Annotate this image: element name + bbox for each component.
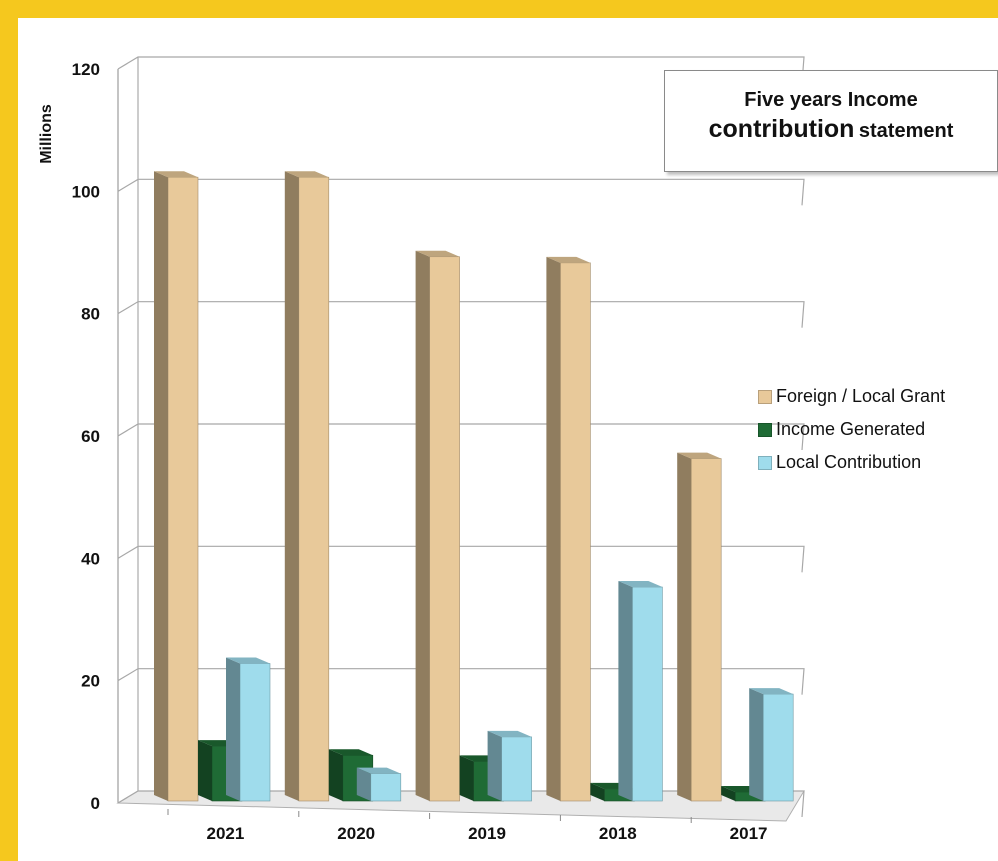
x-tick-label: 2019 [468,824,506,843]
legend-swatch-local [758,455,772,470]
bar-chart: 0 20 40 60 80 100 120 2021 2020 2019 2018 2017 Mil… [38,56,805,843]
bar-top-2018-2 [618,581,663,588]
x-tick-label: 2018 [599,824,637,843]
bar-side-2021-0 [154,171,168,801]
y-tick-label: 80 [81,305,100,324]
bars [154,171,794,802]
x-tick-labels: 2021 2020 2019 2018 2017 [167,809,768,843]
legend-label-income: Income Generated [776,419,926,439]
bar-2018-2 [632,586,663,802]
y-tick-labels: 0 20 40 60 80 100 120 [72,60,100,813]
bar-side-2020-1 [328,749,343,801]
bar-top-2021-0 [154,171,198,178]
y-tick-label: 120 [72,60,100,79]
bar-top-2019-2 [487,730,532,737]
bar-top-2018-0 [546,256,591,263]
x-tick-label: 2021 [206,824,244,843]
legend-label-local: Local Contribution [776,452,922,472]
x-tick-label: 2020 [337,824,375,843]
y-tick-label: 100 [72,182,100,201]
bar-2018-0 [560,262,591,802]
gridline [117,178,805,206]
y-tick-label: 20 [81,672,100,691]
bar-top-2020-0 [284,171,329,178]
gridline [117,301,805,328]
gridline [117,668,805,695]
chart-title-box: Five years Income contribution statement [664,70,998,172]
bar-2021-0 [167,176,199,802]
bar-side-2018-0 [546,256,561,802]
bar-side-2020-2 [356,767,371,801]
bar-2021-2 [239,663,271,802]
bar-side-2019-0 [415,250,430,801]
legend: Foreign / Local Grant Income Generated L… [758,380,945,479]
x-tick-label: 2017 [730,824,768,843]
legend-label-grant: Foreign / Local Grant [776,386,946,406]
bar-2017-0 [690,458,722,802]
bar-2019-0 [429,256,460,802]
legend-swatch-income [758,422,772,437]
legend-item-local: Local Contribution [758,446,945,479]
bar-top-2021-2 [226,657,270,664]
y-tick-label: 0 [91,794,100,813]
bar-top-2020-2 [356,767,401,774]
chart-frame: 0 20 40 60 80 100 120 2021 2020 2019 2018 2017 Mil… [18,18,998,861]
legend-swatch-grant [758,389,772,404]
y-axis-label: Millions [38,104,55,164]
gridline [117,545,805,573]
bar-side-2018-2 [618,581,633,801]
chart-title-line1: Five years Income [744,89,918,111]
bar-2017-2 [762,693,794,802]
chart-title-tail: statement [858,120,954,142]
bar-side-2018-1 [590,782,605,801]
bar-side-2019-1 [459,755,474,801]
legend-item-income: Income Generated [758,413,945,446]
bar-side-2021-1 [198,740,212,801]
bar-side-2019-2 [487,730,502,801]
legend-item-grant: Foreign / Local Grant [758,380,945,413]
bar-top-2017-2 [749,688,794,695]
bar-side-2017-2 [749,688,764,801]
bar-side-2021-2 [226,657,240,801]
y-tick-label: 60 [81,427,100,446]
chart-title-emphasis: contribution [708,115,855,143]
bar-side-2017-0 [677,452,692,801]
bar-top-2017-0 [677,452,722,459]
bar-top-2019-0 [415,250,460,257]
gridline [117,423,805,451]
y-tick-label: 40 [81,549,100,568]
bar-side-2020-0 [284,171,299,801]
bar-2020-0 [298,176,330,802]
bar-2020-2 [370,773,402,802]
bar-side-2017-1 [721,785,736,801]
bar-2019-2 [501,736,532,802]
bar-top-2020-1 [328,749,373,756]
